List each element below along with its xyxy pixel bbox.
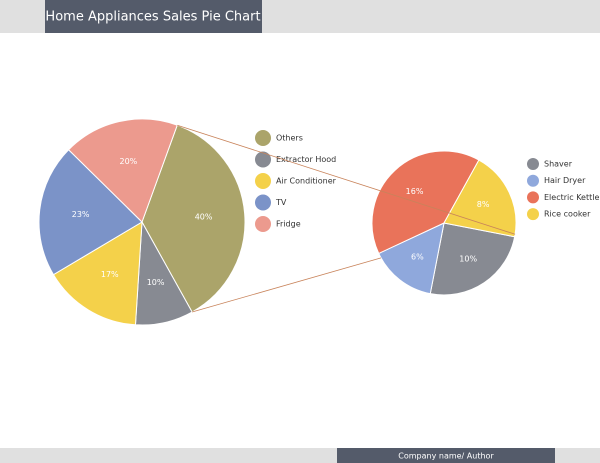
legend-label: TV [275,198,287,207]
author-box [337,448,555,463]
legend-marker [527,158,539,170]
pie-slice [52,221,143,326]
pie-slice [443,159,517,238]
pie-slice [378,222,445,295]
pie-slice [67,118,178,223]
title-box [45,0,262,33]
value-label: 20% [119,157,137,166]
pie-slice [38,149,143,276]
legend-marker [527,208,539,221]
legend-label: Extractor Hood [276,155,336,164]
legend-label: Rice cooker [544,210,591,219]
charts: 40% 10% 17% 23% 20% Others Extractor Hood Air C… [38,118,599,326]
pie-slice [371,150,480,255]
legend-label: Others [276,134,303,143]
legend-marker [527,174,539,187]
legend-label: Hair Dryer [544,176,586,185]
author: Company name/ Author [398,452,494,461]
chart-title: Home Appliances Sales Pie Chart [45,10,260,25]
connector-line [191,257,382,313]
legend-label: Air Conditioner [276,177,337,186]
connector-line [177,124,516,235]
legend-marker [255,194,271,211]
value-label: 40% [195,213,213,222]
value-label: 23% [72,210,90,219]
legend-marker [255,173,271,189]
legend-marker [255,216,271,232]
legend-marker [527,191,539,204]
value-label: 16% [406,187,424,196]
value-label: 6% [411,253,424,262]
legend-label: Fridge [276,220,301,229]
legend-label: Electric Kettle [544,193,599,202]
value-label: 8% [477,200,490,209]
value-label: 17% [101,270,119,279]
legend-label: Shaver [544,160,573,169]
legend-marker [255,151,271,168]
pie-slice [141,124,246,313]
value-label: 10% [147,278,165,287]
value-label: 10% [459,254,477,263]
pie-slice [429,222,516,296]
legend-marker [255,130,271,146]
